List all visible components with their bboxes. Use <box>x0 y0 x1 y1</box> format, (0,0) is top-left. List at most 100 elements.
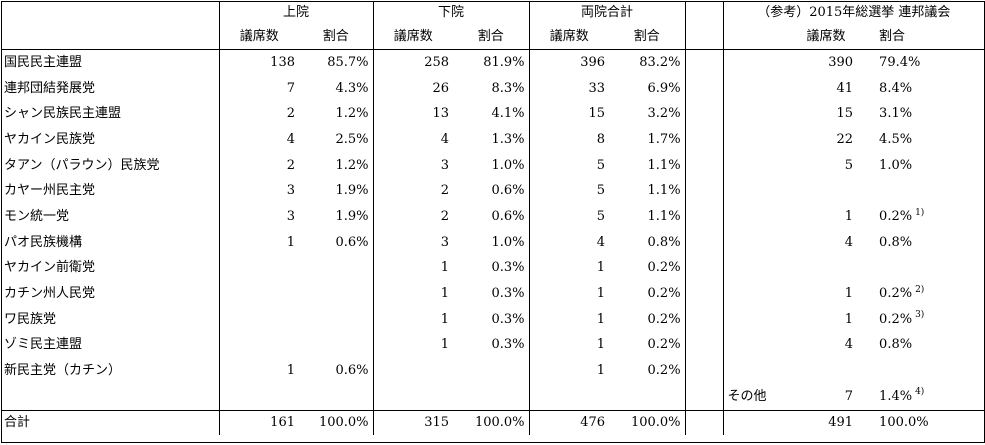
both-seats: 1 <box>528 255 610 282</box>
lower-ratio: 0.6% <box>491 208 525 224</box>
gap-cell <box>684 229 724 256</box>
total-gap <box>684 409 724 435</box>
lower-ratio: 0.3% <box>491 286 525 302</box>
lower-seats: 258 <box>372 49 454 76</box>
ref-label <box>722 358 796 384</box>
party-name <box>1 384 219 410</box>
party-name: カヤー州民主党 <box>4 183 96 199</box>
lower-ratio: 0.3% <box>491 337 525 353</box>
gap-cell <box>684 101 724 128</box>
both-seats: 5 <box>528 152 610 179</box>
ref-ratio: 0.8% <box>879 234 913 250</box>
ref-label <box>722 49 796 76</box>
both-seats: 1 <box>528 358 610 384</box>
both-ratio: 83.2% <box>639 54 681 70</box>
ref-ratio-cell: 1.0% <box>857 153 984 179</box>
header-upper-seats: 議席数 <box>218 25 299 50</box>
header-gap-sub <box>684 25 724 50</box>
both-ratio: 1.1% <box>647 183 681 199</box>
both-ratio <box>609 384 685 410</box>
ref-ratio-cell: 4.5% <box>857 127 984 153</box>
ref-seats: 390 <box>828 54 854 70</box>
lower-ratio: 0.3% <box>491 311 525 327</box>
table-row: タアン（パラウン）民族党 2 1.2% 3 1.0% 5 1.1% 5 1.0% <box>1 152 984 179</box>
ref-label <box>722 101 796 128</box>
ref-ratio-cell: 0.8% <box>857 230 984 256</box>
header-corner <box>1 1 219 25</box>
upper-ratio: 2.5% <box>335 131 369 147</box>
ref-ratio-cell <box>857 358 984 384</box>
ref-ratio: 79.4% <box>879 54 921 70</box>
both-seats: 4 <box>528 229 610 256</box>
table-row: カチン州人民党 1 0.3% 1 0.2% 1 0.2% 2) <box>1 281 984 307</box>
table-row: パオ民族機構 1 0.6% 3 1.0% 4 0.8% 4 0.8% <box>1 229 984 256</box>
ref-ratio-cell: 0.2% 2) <box>857 281 984 307</box>
upper-ratio: 1.2% <box>335 157 369 173</box>
upper-ratio: 1.2% <box>335 106 369 122</box>
table-row: ワ民族党 1 0.3% 1 0.2% 1 0.2% 3) <box>1 306 984 333</box>
upper-seats <box>218 281 299 307</box>
lower-ratio: 4.1% <box>491 106 525 122</box>
header-reference-2015: （参考）2015年総選挙 連邦議会 <box>722 1 985 25</box>
both-ratio: 0.2% <box>647 337 681 353</box>
ref-seats: 22 <box>836 131 854 147</box>
upper-seats: 1 <box>218 358 299 384</box>
header-both-ratio: 割合 <box>609 25 686 50</box>
upper-seats <box>218 255 299 282</box>
upper-seats: 138 <box>218 49 299 76</box>
ref-seats: 4 <box>844 337 854 353</box>
lower-ratio: 0.3% <box>491 260 525 276</box>
gap-cell <box>684 281 724 307</box>
total-upper-seats: 161 <box>218 409 299 435</box>
ref-ratio: 4.5% <box>879 131 913 147</box>
total-both-ratio: 100.0% <box>609 409 686 435</box>
both-seats: 15 <box>528 101 610 128</box>
lower-ratio <box>453 358 529 384</box>
both-ratio: 0.2% <box>647 260 681 276</box>
both-seats: 33 <box>528 75 610 102</box>
gap-cell <box>684 255 724 282</box>
total-ref-label <box>722 409 796 435</box>
upper-ratio: 4.3% <box>335 80 369 96</box>
table-row: ヤカイン前衛党 1 0.3% 1 0.2% <box>1 255 984 282</box>
upper-seats: 1 <box>218 229 299 256</box>
both-seats: 8 <box>528 127 610 153</box>
party-name: カチン州人民党 <box>4 286 96 302</box>
ref-seats <box>795 178 857 204</box>
total-ref-seats: 491 <box>795 409 858 435</box>
header-corner-sub <box>1 25 219 50</box>
ref-label <box>722 152 796 179</box>
gap-cell <box>684 152 724 179</box>
ref-ratio-cell: 0.2% 3) <box>857 307 984 333</box>
seat-table: 上院 下院 両院合計 （参考）2015年総選挙 連邦議会 議席数 割合 議席数 … <box>1 1 985 435</box>
ref-ratio: 8.4% <box>879 80 913 96</box>
both-ratio: 1.1% <box>647 208 681 224</box>
party-name: パオ民族機構 <box>4 234 83 250</box>
upper-ratio: 0.6% <box>335 363 369 379</box>
upper-ratio: 1.9% <box>335 183 369 199</box>
lower-ratio <box>453 384 529 410</box>
total-upper-ratio: 100.0% <box>299 409 374 435</box>
ref-ratio-cell: 79.4% <box>857 50 984 76</box>
ref-ratio: 0.8% <box>879 337 913 353</box>
lower-seats: 1 <box>372 281 454 307</box>
upper-ratio <box>299 256 373 282</box>
table-row: モン統一党 3 1.9% 2 0.6% 5 1.1% 1 0.2% 1) <box>1 204 984 230</box>
header-gap <box>684 1 724 25</box>
party-name: モン統一党 <box>4 208 70 224</box>
both-seats: 1 <box>528 306 610 333</box>
lower-ratio: 1.0% <box>491 234 525 250</box>
lower-ratio: 1.0% <box>491 157 525 173</box>
header-upper-house: 上院 <box>218 1 374 25</box>
total-both-seats: 476 <box>528 409 610 435</box>
ref-seats <box>795 256 857 282</box>
ref-seats: 1 <box>844 311 854 327</box>
both-seats: 5 <box>528 178 610 205</box>
table-row: カヤー州民主党 3 1.9% 2 0.6% 5 1.1% <box>1 178 984 205</box>
upper-seats: 2 <box>218 152 299 179</box>
ref-label <box>722 306 796 333</box>
upper-ratio: 1.9% <box>335 208 369 224</box>
ref-ratio: 0.2% <box>879 286 913 302</box>
ref-ratio-cell: 1.4% 4) <box>857 384 984 410</box>
upper-seats: 2 <box>218 101 299 128</box>
